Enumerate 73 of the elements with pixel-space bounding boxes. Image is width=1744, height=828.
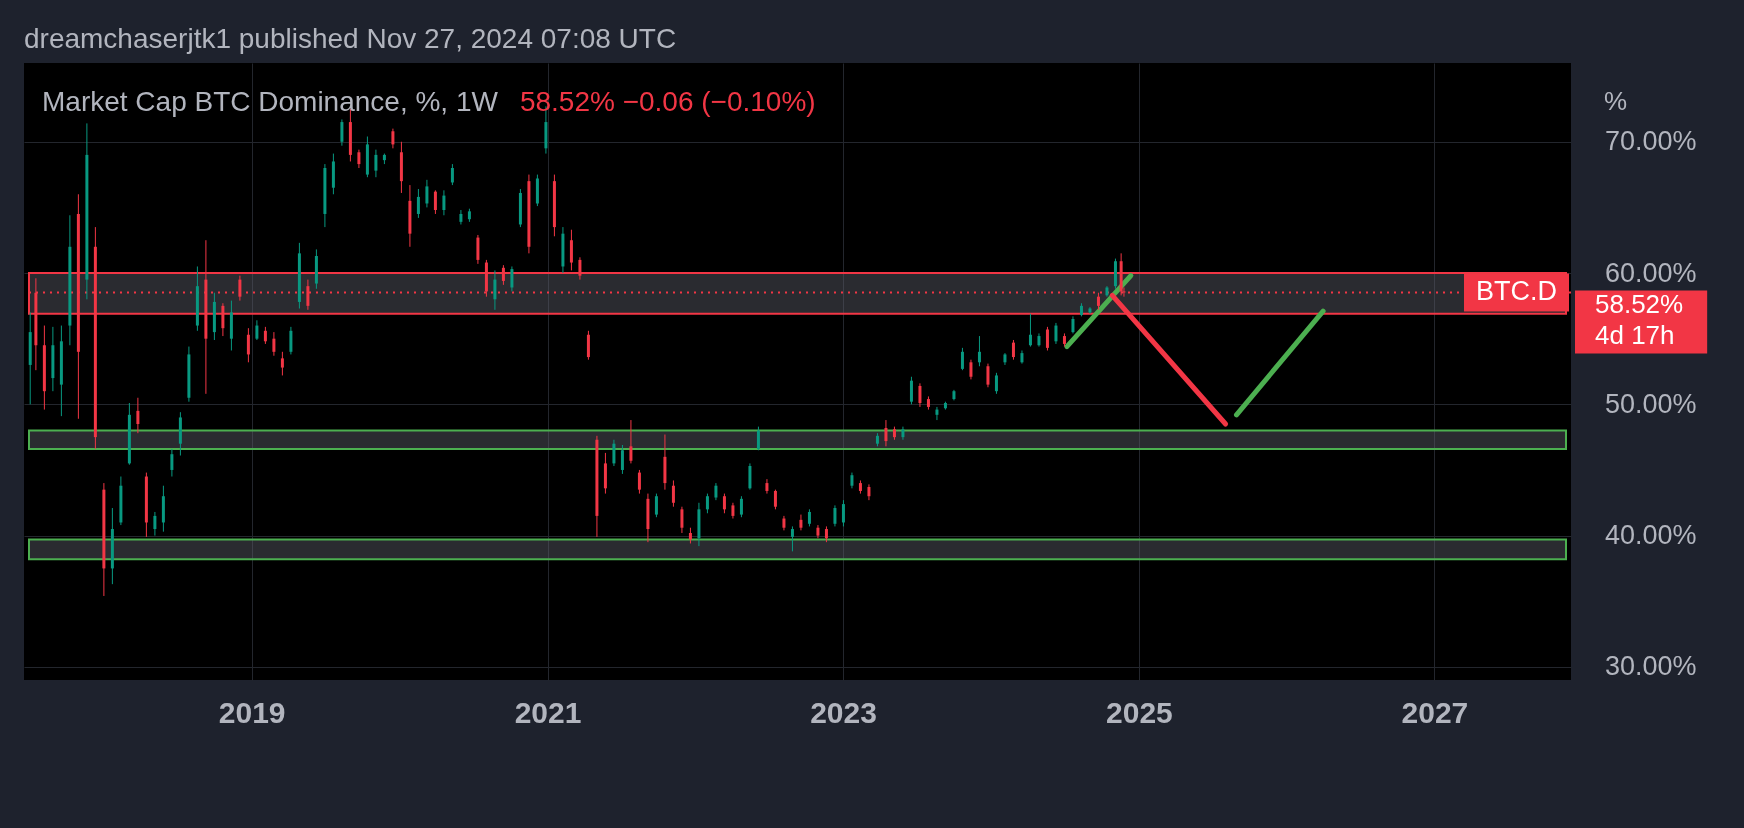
candlestick [790, 525, 794, 552]
candlestick [1045, 326, 1049, 351]
y-tick-label: 30.00% [1604, 651, 1697, 682]
candlestick [450, 163, 454, 186]
candlestick [416, 188, 420, 219]
candlestick [833, 504, 837, 527]
candlestick [756, 426, 760, 451]
candlestick [357, 149, 361, 169]
candlestick [289, 326, 293, 355]
candlestick [918, 382, 922, 408]
candlestick [510, 265, 514, 292]
y-tick-label: 50.00% [1604, 388, 1697, 419]
candlestick [153, 511, 157, 537]
candlestick [722, 493, 726, 514]
candlestick [909, 376, 913, 405]
x-tick-label: 2019 [218, 695, 286, 729]
candlestick [969, 359, 973, 380]
y-tick-label: 40.00% [1604, 520, 1697, 551]
candlestick [1054, 322, 1058, 345]
x-tick-label: 2021 [514, 695, 582, 729]
candlestick [425, 179, 429, 208]
text: 58.52% [1595, 289, 1684, 320]
y-tick-label: 70.00% [1604, 126, 1697, 157]
candlestick [272, 331, 276, 357]
text: dreamchaserjtk1 published Nov 27, 2024 07:08 UTC [24, 23, 677, 54]
x-tick-label: 2027 [1401, 695, 1469, 729]
ref-line-label: BTC.D [1476, 276, 1557, 307]
candlestick [374, 149, 378, 178]
candlestick [935, 406, 939, 421]
candlestick [884, 419, 888, 447]
candlestick [280, 351, 284, 376]
text: % [1604, 86, 1628, 116]
candlestick [629, 419, 633, 464]
text: Market Cap BTC Dominance, %, 1W [42, 86, 499, 117]
candlestick [637, 469, 641, 495]
candlestick [1011, 339, 1015, 361]
x-tick-label: 2025 [1106, 695, 1173, 729]
y-tick-label: 60.00% [1604, 257, 1697, 288]
candlestick [340, 118, 344, 147]
candlestick [442, 189, 446, 216]
candlestick [748, 462, 752, 491]
text: 58.52% −0.06 (−0.10%) [519, 86, 816, 117]
candlestick [501, 264, 505, 286]
candlestick [238, 275, 242, 302]
candlestick [680, 506, 684, 534]
candlestick [1028, 313, 1032, 348]
candlestick [671, 479, 675, 508]
candlestick [994, 372, 998, 395]
candlestick [654, 493, 658, 518]
candlestick [136, 397, 140, 434]
candlestick [620, 444, 624, 475]
candlestick [221, 302, 225, 337]
candlestick [255, 319, 259, 341]
candlestick [476, 234, 480, 265]
candlestick [739, 495, 743, 518]
text: 4d 17h [1595, 320, 1675, 351]
candlestick [986, 363, 990, 388]
candlestick [586, 330, 590, 361]
candlestick [705, 493, 709, 514]
candlestick [578, 256, 582, 281]
candlestick [960, 347, 964, 371]
candlestick [841, 499, 845, 527]
candlestick [773, 489, 777, 510]
candlestick [493, 269, 497, 311]
candlestick [765, 478, 769, 495]
candlestick [612, 439, 616, 467]
candlestick [433, 189, 437, 215]
candlestick [391, 128, 395, 149]
x-tick-label: 2023 [810, 695, 877, 729]
candlestick [977, 335, 981, 367]
candlestick [569, 229, 573, 271]
candlestick [246, 327, 250, 363]
candlestick [170, 448, 174, 478]
